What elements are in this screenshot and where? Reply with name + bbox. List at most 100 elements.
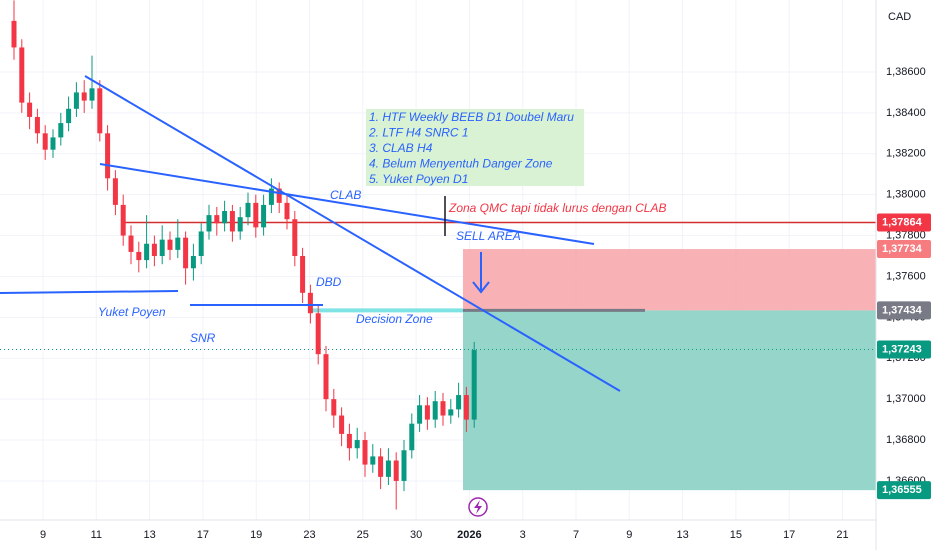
candle-body	[27, 102, 33, 117]
drawings	[0, 75, 621, 392]
candle-body	[261, 204, 267, 228]
note-line: 1. HTF Weekly BEEB D1 Doubel Maru	[369, 110, 574, 124]
candle-body	[393, 460, 399, 481]
candle-body	[58, 123, 64, 138]
x-tick-label: 11	[91, 529, 102, 541]
candle-body	[276, 188, 282, 203]
price-badge	[877, 481, 931, 500]
price-badge-label: 1,37734	[882, 243, 923, 255]
candle-body	[42, 133, 48, 150]
dbd-label: DBD	[316, 275, 342, 289]
decision-zone-label: Decision Zone	[356, 312, 433, 326]
zona-label: Zona QMC tapi tidak lurus dengan CLAB	[448, 201, 666, 215]
candle-body	[136, 251, 142, 261]
candle-body	[11, 20, 17, 48]
x-tick-label: 30	[410, 529, 422, 541]
candles-layer	[11, 0, 477, 510]
x-tick-label: 2026	[457, 529, 481, 541]
candle-body	[97, 88, 103, 134]
candle-body	[417, 405, 423, 424]
candle-body	[284, 202, 290, 220]
candle-body	[448, 409, 454, 416]
candle-body	[151, 243, 157, 257]
yuket-line	[0, 290, 179, 294]
candle-body	[167, 239, 173, 250]
price-axis-bg	[876, 0, 932, 550]
target-zone	[463, 310, 876, 491]
candle-body	[159, 239, 165, 257]
candle-body	[190, 256, 196, 269]
y-tick-label: 1,37000	[886, 393, 926, 405]
note-line: 4. Belum Menyentuh Danger Zone	[369, 157, 553, 171]
x-tick-label: 9	[40, 529, 46, 541]
trend-line	[84, 75, 621, 392]
y-tick-label: 1,37600	[886, 270, 926, 282]
x-tick-label: 19	[250, 529, 262, 541]
candle-body	[268, 188, 274, 205]
candle-body	[362, 440, 368, 465]
candle-body	[315, 313, 321, 355]
candle-body	[66, 108, 72, 124]
x-tick-label: 25	[357, 529, 369, 541]
notes-box	[366, 109, 584, 186]
candle-body	[128, 235, 134, 252]
candle-body	[440, 401, 446, 416]
candle-body	[471, 350, 477, 420]
candle-body	[331, 399, 337, 416]
clab-line	[99, 163, 595, 245]
sell-area-label: SELL AREA	[456, 229, 521, 243]
axis-layer: 1,366001,368001,370001,372001,374001,376…	[40, 66, 931, 541]
candle-body	[253, 202, 259, 228]
candle-body	[401, 450, 407, 481]
candle-body	[214, 215, 220, 224]
candle-body	[112, 178, 118, 205]
candle-body	[463, 395, 469, 420]
candle-body	[81, 92, 87, 101]
y-tick-label: 1,37800	[886, 229, 926, 241]
candle-body	[206, 215, 212, 232]
x-tick-label: 17	[783, 529, 795, 541]
candle-body	[19, 47, 25, 103]
candle-body	[105, 133, 111, 179]
x-tick-label: 23	[303, 529, 315, 541]
notes: 1. HTF Weekly BEEB D1 Doubel Maru 2. LTF …	[368, 110, 574, 186]
candle-body	[385, 460, 391, 477]
candle-body	[229, 211, 235, 232]
y-tick-label: 1,38600	[886, 66, 926, 78]
price-badge-label: 1,37243	[882, 343, 922, 355]
candle-body	[456, 395, 462, 410]
x-tick-label: 13	[676, 529, 688, 541]
x-tick-label: 3	[520, 529, 526, 541]
price-badge-label: 1,36555	[882, 484, 922, 496]
candle-body	[339, 415, 345, 434]
candle-body	[120, 204, 126, 236]
candle-body	[183, 237, 189, 269]
candle-body	[198, 231, 204, 257]
candle-body	[354, 440, 360, 449]
note-line: 2. LTF H4 SNRC 1	[368, 126, 469, 140]
zones-layer	[0, 221, 876, 491]
candle-body	[424, 405, 430, 420]
candle-body	[307, 292, 313, 314]
y-tick-label: 1,38200	[886, 148, 926, 160]
candle-body	[292, 219, 298, 257]
price-badge-label: 1,37434	[882, 304, 923, 316]
candle-body	[34, 116, 40, 134]
note-line: 5. Yuket Poyen D1	[369, 172, 468, 186]
note-line: 3. CLAB H4	[369, 141, 433, 155]
snr-label: SNR	[190, 331, 216, 345]
candle-body	[370, 456, 376, 465]
price-badge	[877, 240, 931, 259]
event-bolt	[474, 500, 482, 514]
x-tick-label: 13	[143, 529, 155, 541]
yuket-poyen-label: Yuket Poyen	[98, 305, 166, 319]
arrow-head	[472, 281, 490, 294]
candle-body	[50, 137, 56, 150]
candle-body	[144, 243, 150, 261]
y-tick-label: 1,38400	[886, 107, 926, 119]
x-tick-label: 9	[626, 529, 632, 541]
candle-body	[346, 433, 352, 449]
x-tick-label: 17	[197, 529, 209, 541]
price-badge	[877, 340, 931, 359]
